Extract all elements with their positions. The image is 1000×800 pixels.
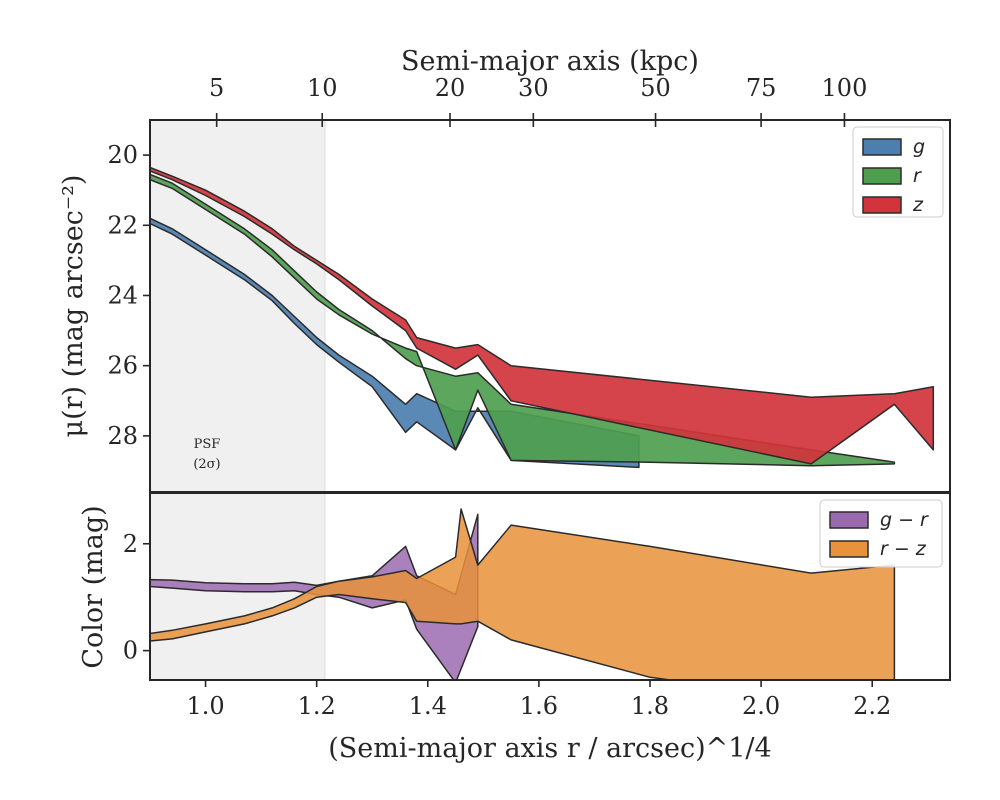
color-y-tick-label: 0 (123, 637, 138, 665)
y-tick-label: 22 (107, 211, 138, 239)
bottom-x-axis-title: (Semi-major axis r / arcsec)^1/4 (328, 733, 771, 764)
legend-swatch-r (862, 167, 902, 185)
top-x-tick-label: 50 (640, 74, 671, 102)
band-r-z (150, 508, 896, 680)
legend-swatch-g (862, 138, 902, 156)
legend-colors: g − r r − z (819, 499, 943, 568)
top-x-tick-label: 30 (518, 74, 549, 102)
legend-swatch-g-r (829, 511, 869, 529)
band-g-r (150, 513, 479, 680)
bottom-axes-frame (149, 492, 951, 681)
color-y-tick-label: 2 (123, 530, 138, 558)
top-x-tick-label: 100 (822, 74, 868, 102)
psf-region-top (150, 120, 325, 492)
x-tick-label: 1.2 (298, 692, 336, 720)
legend-label-g: g (913, 136, 925, 158)
y-tick-label: 26 (107, 352, 138, 380)
x-tick-label: 1.0 (186, 692, 224, 720)
legend-swatch-z (862, 196, 902, 214)
y-tick-label: 28 (107, 422, 138, 450)
color-series (150, 508, 896, 680)
legend-bands: grz (852, 126, 944, 218)
y-tick-label: 20 (107, 141, 138, 169)
bottom-y-axis-title: Color (mag) (78, 505, 109, 668)
band-r (150, 173, 896, 467)
top-y-axis-title: μ(r) (mag arcsec⁻²) (58, 175, 89, 438)
psf-annotation-line2: (2σ) (193, 457, 220, 472)
band-z (150, 166, 935, 465)
surface-brightness-series (150, 166, 935, 469)
legend-label-g-r: g − r (880, 509, 929, 531)
top-x-tick-label: 20 (435, 74, 466, 102)
y-tick-label: 24 (107, 281, 138, 309)
legend-label-r-z: r − z (880, 538, 927, 560)
top-x-tick-label: 5 (209, 74, 224, 102)
top-x-tick-label: 75 (746, 74, 777, 102)
x-tick-label: 2.2 (853, 692, 891, 720)
legend-swatch-r-z (829, 540, 869, 558)
axis-ticks: 20 22 24 26 28 5 10 20 30 50 75 100 0 2 1.0 1.2 1.4 1.6 1.… (107, 74, 891, 720)
x-tick-label: 1.4 (409, 692, 447, 720)
top-x-tick-label: 10 (307, 74, 338, 102)
psf-annotation-line1: PSF (194, 437, 221, 452)
legend-label-z: z (912, 194, 924, 216)
top-x-axis-title: Semi-major axis (kpc) (401, 46, 699, 77)
x-tick-label: 1.8 (631, 692, 669, 720)
x-tick-label: 1.6 (520, 692, 558, 720)
x-tick-label: 2.0 (742, 692, 780, 720)
legend-label-r: r (913, 165, 922, 187)
